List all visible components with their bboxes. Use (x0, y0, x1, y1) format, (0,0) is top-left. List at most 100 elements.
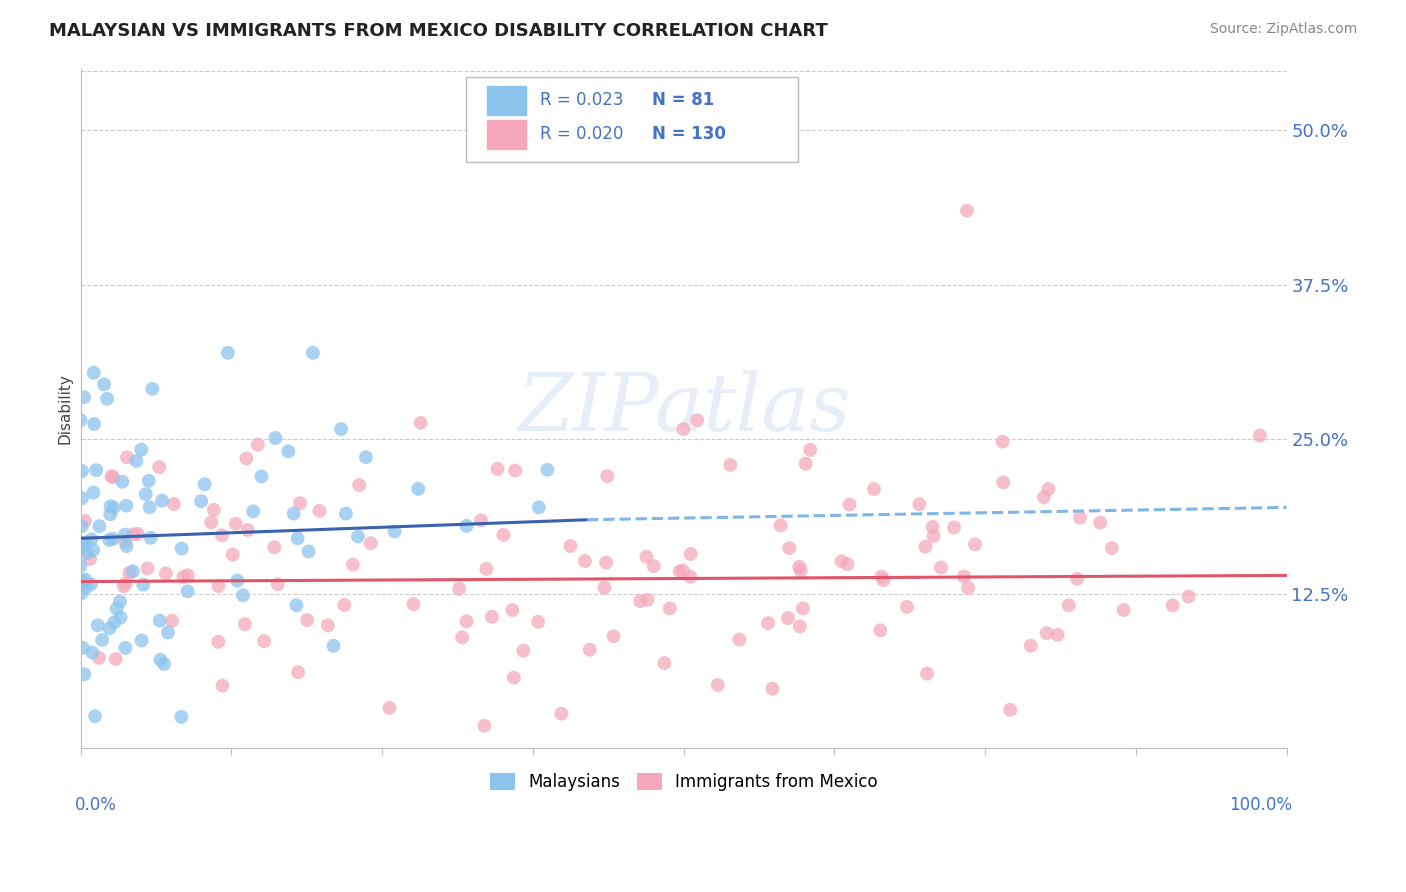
Point (250, 469, 273, 483)
Point (170, 541, 193, 556)
Point (138, 500, 160, 515)
Point (83, 366, 105, 380)
Point (242, 504, 264, 518)
Point (82, 645, 104, 659)
Point (896, 599, 918, 614)
Point (73, 390, 96, 404)
Point (302, 346, 325, 360)
Point (837, 557, 859, 571)
Point (79, 552, 101, 566)
Point (451, 631, 474, 645)
Y-axis label: Disability: Disability (58, 373, 72, 444)
Point (153, 657, 176, 671)
Point (596, 469, 619, 483)
Point (69, 574, 91, 589)
Point (776, 611, 799, 625)
Point (668, 565, 690, 579)
Point (96, 392, 118, 406)
Point (869, 624, 891, 638)
Point (915, 666, 938, 681)
Point (492, 528, 515, 542)
Point (121, 564, 143, 578)
Point (155, 566, 177, 581)
Point (1069, 510, 1091, 524)
Point (76, 546, 98, 560)
Point (1000, 703, 1022, 717)
Point (1019, 639, 1042, 653)
Point (503, 671, 526, 685)
Point (787, 559, 810, 574)
Point (456, 615, 478, 629)
Point (335, 507, 357, 521)
Point (342, 558, 364, 572)
Point (73, 573, 96, 587)
Point (202, 503, 225, 517)
Point (1046, 628, 1069, 642)
Point (177, 568, 200, 582)
Point (963, 537, 986, 551)
Point (225, 516, 247, 531)
Point (922, 529, 945, 543)
Point (679, 570, 702, 584)
Point (308, 504, 330, 518)
Point (98, 533, 121, 547)
Point (110, 610, 132, 624)
Point (449, 582, 471, 596)
Point (115, 539, 138, 553)
Point (70, 519, 93, 533)
Point (1101, 541, 1123, 555)
Point (914, 540, 936, 554)
Point (718, 458, 741, 472)
Point (80, 533, 103, 547)
Point (384, 524, 406, 539)
Point (207, 635, 229, 649)
Text: R = 0.020: R = 0.020 (540, 126, 623, 144)
Point (150, 493, 173, 508)
Point (550, 706, 572, 721)
Point (789, 564, 811, 578)
Point (84, 709, 107, 723)
Point (70, 464, 93, 478)
Point (139, 531, 162, 545)
Point (360, 536, 382, 550)
Point (1032, 490, 1054, 504)
Point (1066, 572, 1088, 586)
Point (98, 621, 121, 635)
Point (100, 469, 122, 483)
Point (658, 601, 681, 615)
Point (707, 678, 730, 692)
Point (349, 478, 371, 492)
Point (474, 719, 496, 733)
Point (643, 559, 665, 574)
Point (953, 569, 976, 583)
Point (409, 416, 432, 430)
Point (100, 500, 122, 514)
Point (246, 438, 269, 452)
Point (1249, 428, 1271, 442)
Point (136, 561, 159, 575)
Point (253, 634, 276, 648)
Point (118, 566, 141, 580)
Point (778, 541, 800, 555)
Point (956, 203, 979, 218)
Point (101, 532, 124, 546)
Point (138, 474, 160, 488)
Point (295, 613, 318, 627)
Point (211, 528, 233, 542)
Bar (486, 86, 526, 115)
Point (160, 614, 183, 628)
Point (1177, 590, 1199, 604)
Point (98, 508, 121, 522)
Point (114, 535, 136, 549)
Point (75, 580, 97, 594)
Point (176, 584, 198, 599)
Point (194, 477, 217, 491)
Point (277, 444, 299, 458)
Point (114, 576, 136, 591)
Point (89, 519, 111, 533)
Point (595, 556, 617, 570)
Point (129, 442, 152, 457)
Point (217, 346, 239, 360)
Point (141, 382, 163, 396)
Point (1088, 516, 1111, 530)
